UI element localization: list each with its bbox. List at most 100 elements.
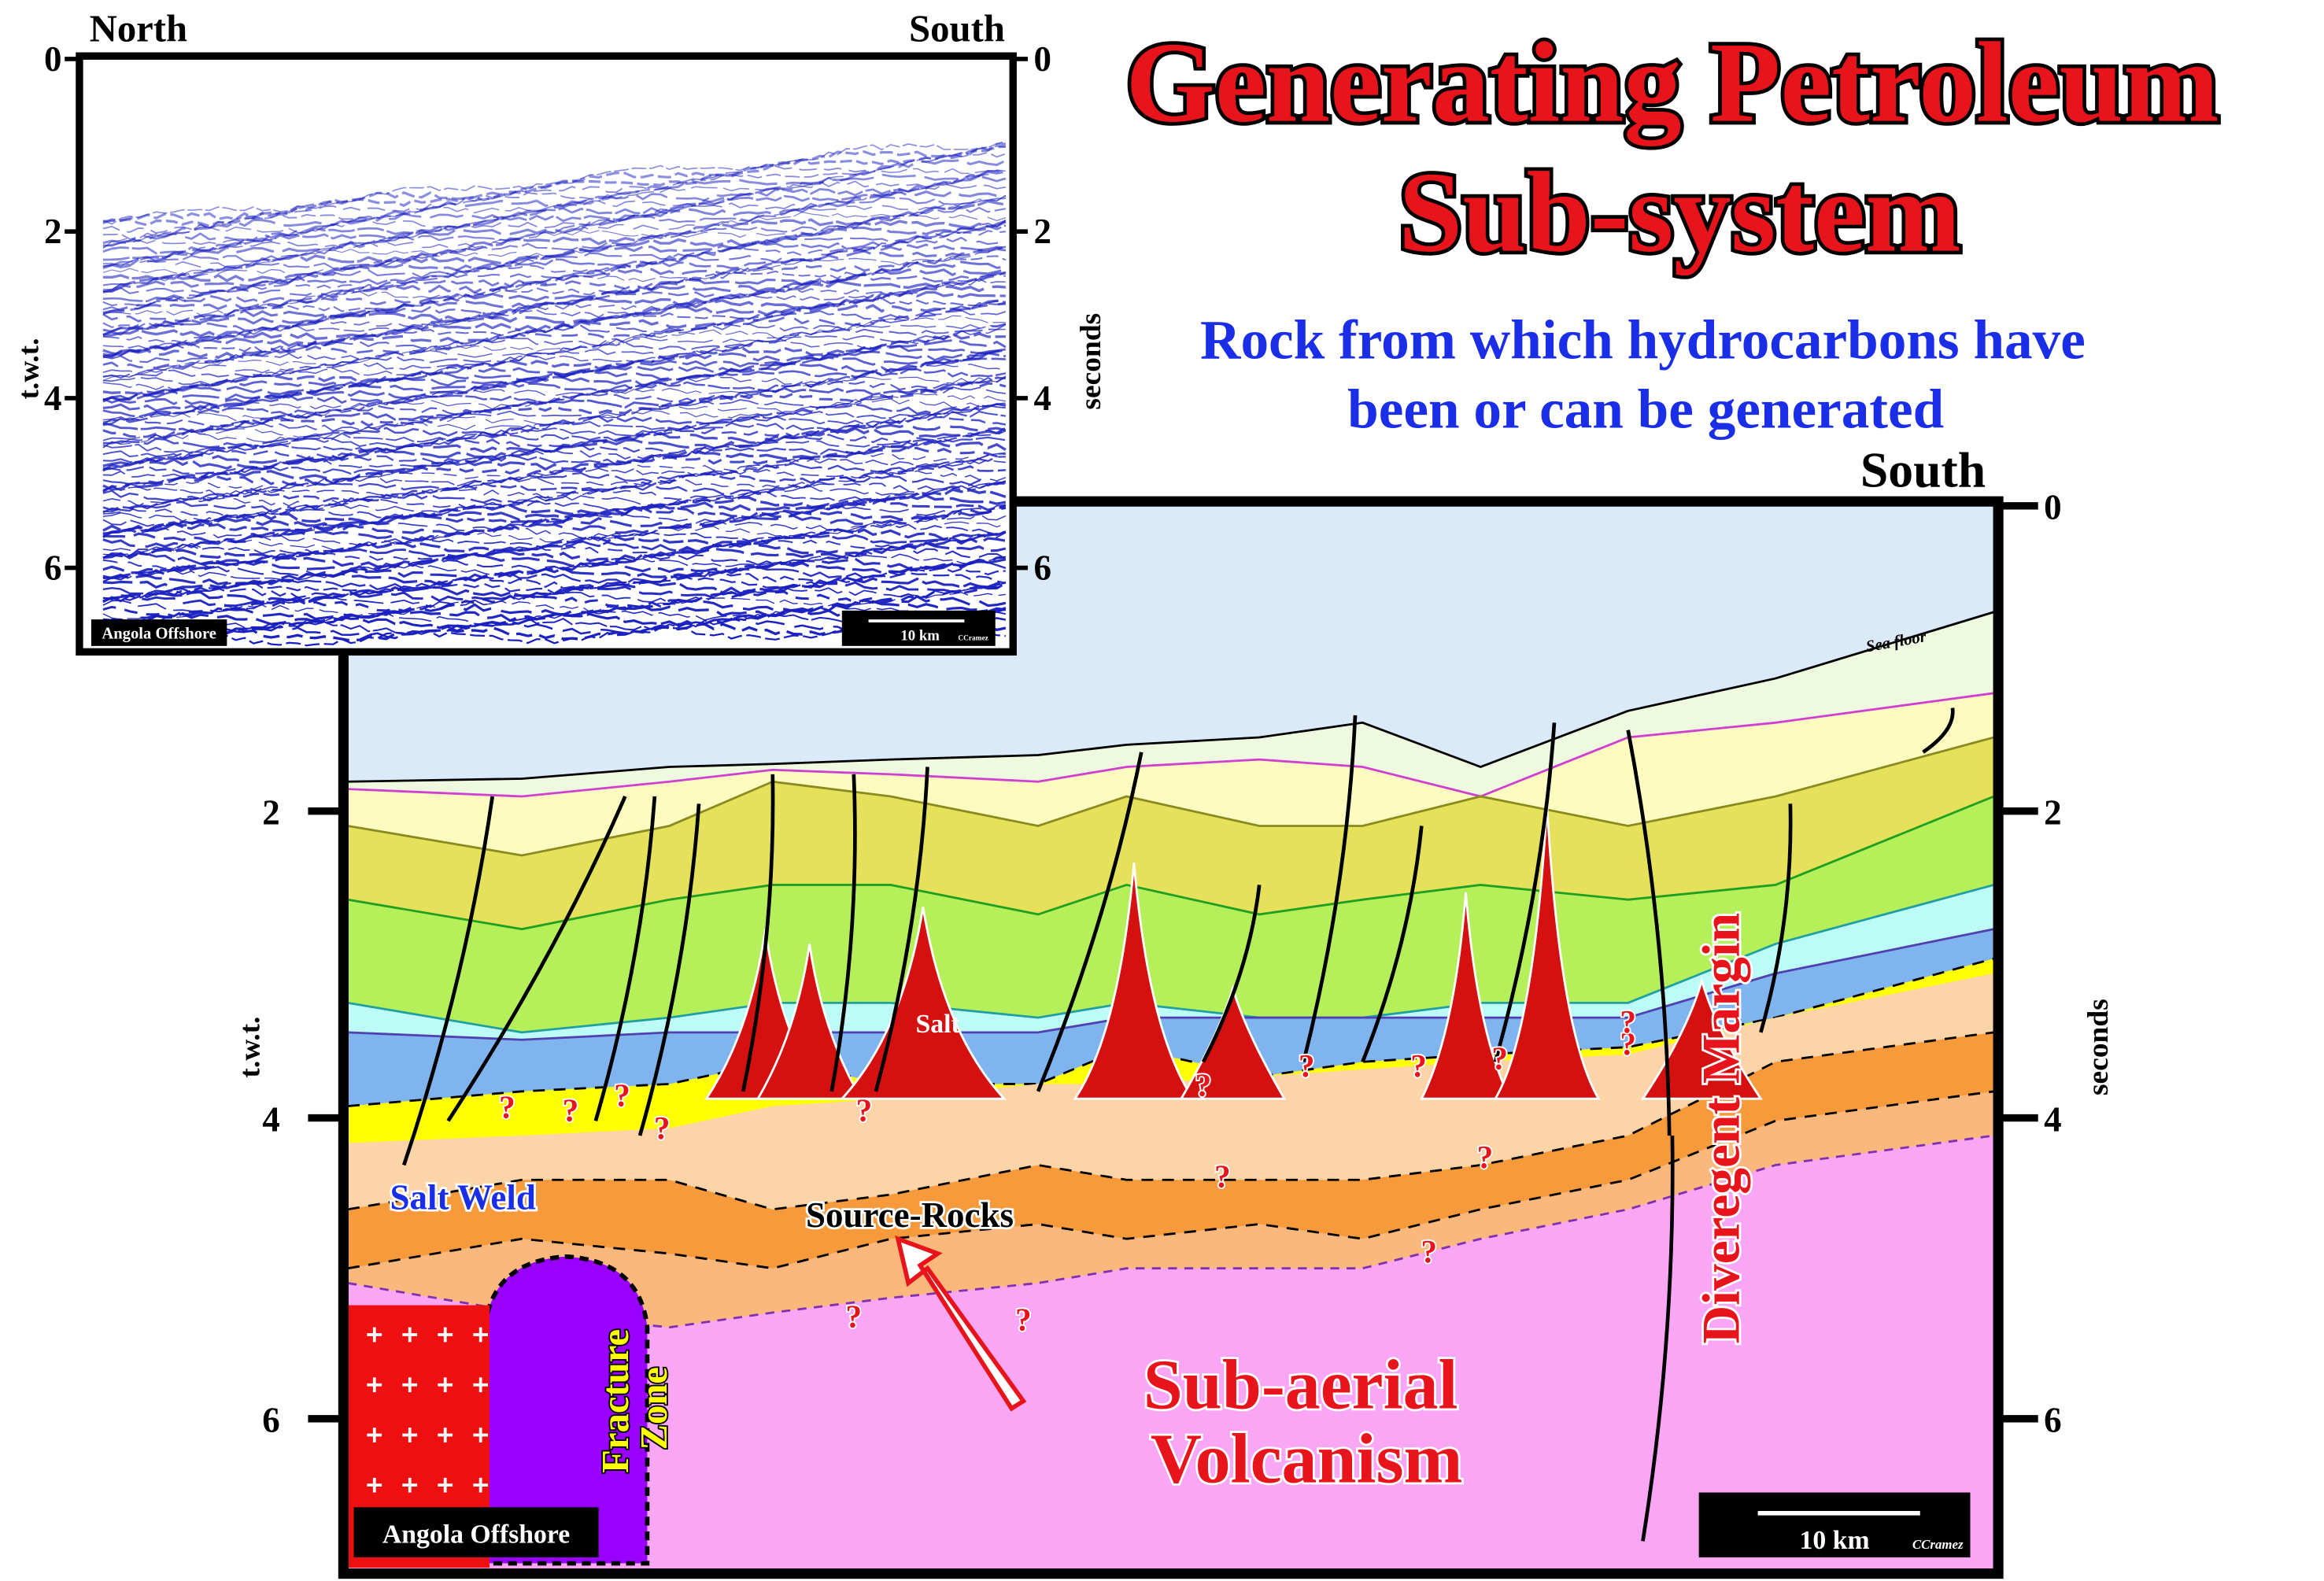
- subtitle-line: been or can be generated: [1347, 379, 1944, 440]
- y-tick-label: 6: [2044, 1401, 2061, 1440]
- reflector: [102, 625, 1006, 647]
- location-label: Angola Offshore: [102, 625, 216, 642]
- fracture-label: Zone: [633, 1367, 675, 1450]
- reflector: [102, 328, 1006, 391]
- reflector: [102, 301, 1007, 364]
- horizon: [347, 736, 1994, 857]
- reflector: [102, 504, 1006, 539]
- cross: [402, 1428, 418, 1442]
- volcanism-label: Sub-aerial: [1144, 1346, 1458, 1424]
- title-line: Sub-system: [1398, 149, 1961, 276]
- location-box: [353, 1507, 599, 1558]
- reflector: [102, 332, 1006, 395]
- reflector: [102, 142, 1006, 227]
- reflector: [102, 530, 1007, 566]
- reflector: [102, 580, 1007, 608]
- fault: [1626, 730, 1672, 1136]
- reflector: [102, 439, 1007, 491]
- reflector: [102, 416, 1007, 470]
- y-tick-label: 6: [1033, 549, 1051, 588]
- reflector: [102, 297, 1006, 357]
- reflector: [102, 140, 1007, 225]
- reflector: [102, 375, 1007, 423]
- reflector: [102, 402, 1007, 449]
- fault: [402, 796, 494, 1166]
- direction-label: North: [90, 7, 188, 50]
- layer: [348, 1136, 1994, 1570]
- y-tick-label: 4: [262, 1099, 279, 1139]
- reflector: [102, 452, 1006, 497]
- reflector: [102, 271, 1007, 336]
- horizon: [347, 1090, 1994, 1270]
- fault: [593, 796, 657, 1121]
- credit: CCramez: [1912, 1537, 1964, 1552]
- reflector: [102, 274, 1006, 343]
- fault: [1759, 803, 1793, 1033]
- horizon: [347, 611, 1994, 783]
- reflector: [102, 506, 1007, 549]
- reflector: [102, 475, 1006, 514]
- cross: [402, 1327, 418, 1343]
- margin-label: Diveregent Margin: [1691, 913, 1750, 1344]
- reflector: [102, 230, 1006, 307]
- reflector: [102, 513, 1007, 554]
- cross: [438, 1428, 453, 1442]
- reflector: [102, 582, 1007, 613]
- location-box: [91, 619, 227, 646]
- salt-body: [839, 907, 1007, 1100]
- fault: [1361, 826, 1424, 1063]
- fault: [1201, 885, 1262, 1063]
- seismic-panel: 0 2 4 6 0 2 4 6 t.w.t. seconds North South Angola Of…: [13, 7, 1107, 656]
- y-tick-label: 2: [1033, 212, 1051, 251]
- credit: CCramez: [958, 634, 988, 642]
- subtitle-line: Rock from which hydrocarbons have: [1200, 309, 2086, 371]
- reflector: [102, 528, 1007, 560]
- direction-label: South: [909, 7, 1005, 50]
- question-mark: ?: [563, 1092, 579, 1128]
- cross: [473, 1377, 489, 1393]
- reflector: [102, 504, 1007, 544]
- reflector: [102, 480, 1007, 519]
- fault: [741, 774, 775, 1092]
- reflector: [102, 195, 1007, 268]
- fault: [1493, 722, 1557, 1062]
- y-tick-label: 4: [44, 379, 61, 418]
- scale-label: 10 km: [1800, 1526, 1870, 1555]
- y-tick-label: 2: [2044, 793, 2061, 833]
- cross: [367, 1377, 382, 1393]
- cross: [402, 1477, 418, 1493]
- fracture-label: Fracture: [594, 1329, 637, 1473]
- reflector: [102, 278, 1006, 350]
- question-mark: ?: [856, 1092, 873, 1128]
- reflector: [102, 493, 1007, 536]
- reflector: [102, 190, 1006, 270]
- reflector: [102, 464, 1006, 512]
- salt-body: [1073, 863, 1195, 1100]
- y-tick-label: 2: [262, 793, 279, 833]
- reflector: [102, 376, 1006, 433]
- y-axis-label: t.w.t.: [235, 1017, 267, 1078]
- fault: [637, 803, 701, 1136]
- question-mark: ?: [1299, 1047, 1315, 1084]
- reflector: [102, 403, 1006, 454]
- reflector: [102, 619, 1007, 646]
- reflector: [102, 488, 1007, 533]
- reflector: [102, 214, 1007, 290]
- cross: [438, 1327, 453, 1343]
- reflector: [102, 404, 1006, 459]
- scale-label: 10 km: [900, 627, 940, 644]
- question-mark: ?: [1410, 1047, 1427, 1084]
- fault: [874, 766, 929, 1092]
- reflector: [102, 243, 1007, 316]
- reflector: [102, 430, 1007, 480]
- y-tick-label: 0: [2044, 488, 2061, 527]
- reflector: [102, 260, 1007, 333]
- reflector: [102, 381, 1007, 439]
- reflector: [102, 246, 1006, 314]
- fault: [1922, 707, 1955, 754]
- reflector: [102, 561, 1007, 595]
- salt-label: Salt: [916, 1010, 961, 1039]
- reflector: [102, 308, 1007, 374]
- reflector: [102, 315, 1006, 382]
